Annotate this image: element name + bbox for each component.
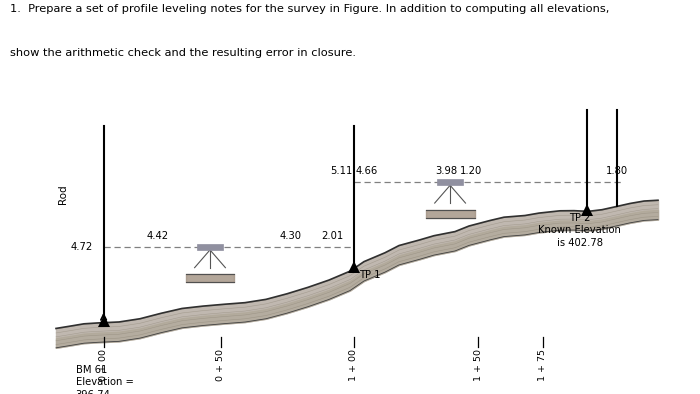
Text: 1 + 50: 1 + 50 [474, 349, 482, 381]
Text: 3.98: 3.98 [435, 166, 458, 176]
Text: 1 + 75: 1 + 75 [538, 349, 547, 381]
Text: 1.80: 1.80 [606, 166, 629, 176]
Text: 1.20: 1.20 [460, 166, 482, 176]
Text: 4.66: 4.66 [356, 166, 378, 176]
Text: show the arithmetic check and the resulting error in closure.: show the arithmetic check and the result… [10, 48, 356, 58]
Text: TP 1: TP 1 [359, 270, 381, 281]
Text: 5.11: 5.11 [330, 166, 353, 176]
Text: Rod: Rod [58, 184, 68, 204]
Text: 2.01: 2.01 [321, 230, 344, 240]
Text: 4.72: 4.72 [71, 242, 93, 252]
Text: 0 + 50: 0 + 50 [216, 349, 225, 381]
Text: 4.42: 4.42 [146, 230, 169, 240]
Text: BM 61
Elevation =
396.74: BM 61 Elevation = 396.74 [76, 365, 134, 394]
Text: 4.30: 4.30 [279, 230, 302, 240]
Text: 0 + 00: 0 + 00 [99, 349, 108, 381]
FancyBboxPatch shape [437, 180, 463, 185]
Text: 1 + 00: 1 + 00 [349, 349, 358, 381]
FancyBboxPatch shape [197, 244, 223, 250]
Text: TP 2
Known Elevation
is 402.78: TP 2 Known Elevation is 402.78 [538, 213, 621, 248]
Text: 1.  Prepare a set of profile leveling notes for the survey in Figure. In additio: 1. Prepare a set of profile leveling not… [10, 4, 610, 14]
